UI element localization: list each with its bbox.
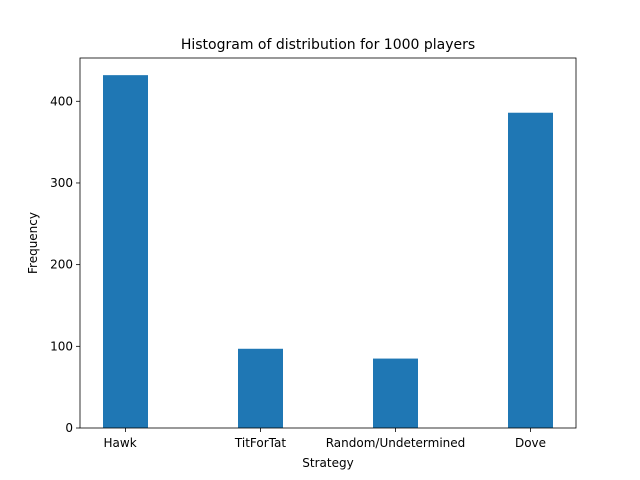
bars-group	[103, 75, 553, 429]
y-tick-label: 300	[50, 176, 73, 190]
x-tick-label: TitForTat	[234, 436, 286, 450]
chart-title: Histogram of distribution for 1000 playe…	[181, 37, 475, 53]
y-tick-label: 200	[50, 258, 73, 272]
x-axis-label: Strategy	[302, 456, 353, 470]
y-tick-label: 400	[50, 94, 73, 108]
x-tick-label: Hawk	[104, 436, 137, 450]
x-axis: Hawk TitForTat Random/Undetermined Dove	[104, 428, 546, 450]
bar-random-undetermined	[373, 358, 418, 428]
y-tick-label: 0	[65, 421, 73, 435]
plot-frame	[79, 57, 577, 429]
x-tick-label: Dove	[515, 436, 546, 450]
y-axis: 0 100 200 300 400	[50, 94, 80, 435]
y-tick-label: 100	[50, 339, 73, 353]
bar-titfortat	[238, 348, 283, 428]
x-tick-label: Random/Undetermined	[326, 436, 466, 450]
bar-dove	[508, 112, 553, 428]
y-axis-label: Frequency	[26, 212, 40, 274]
bar-hawk	[103, 75, 148, 429]
